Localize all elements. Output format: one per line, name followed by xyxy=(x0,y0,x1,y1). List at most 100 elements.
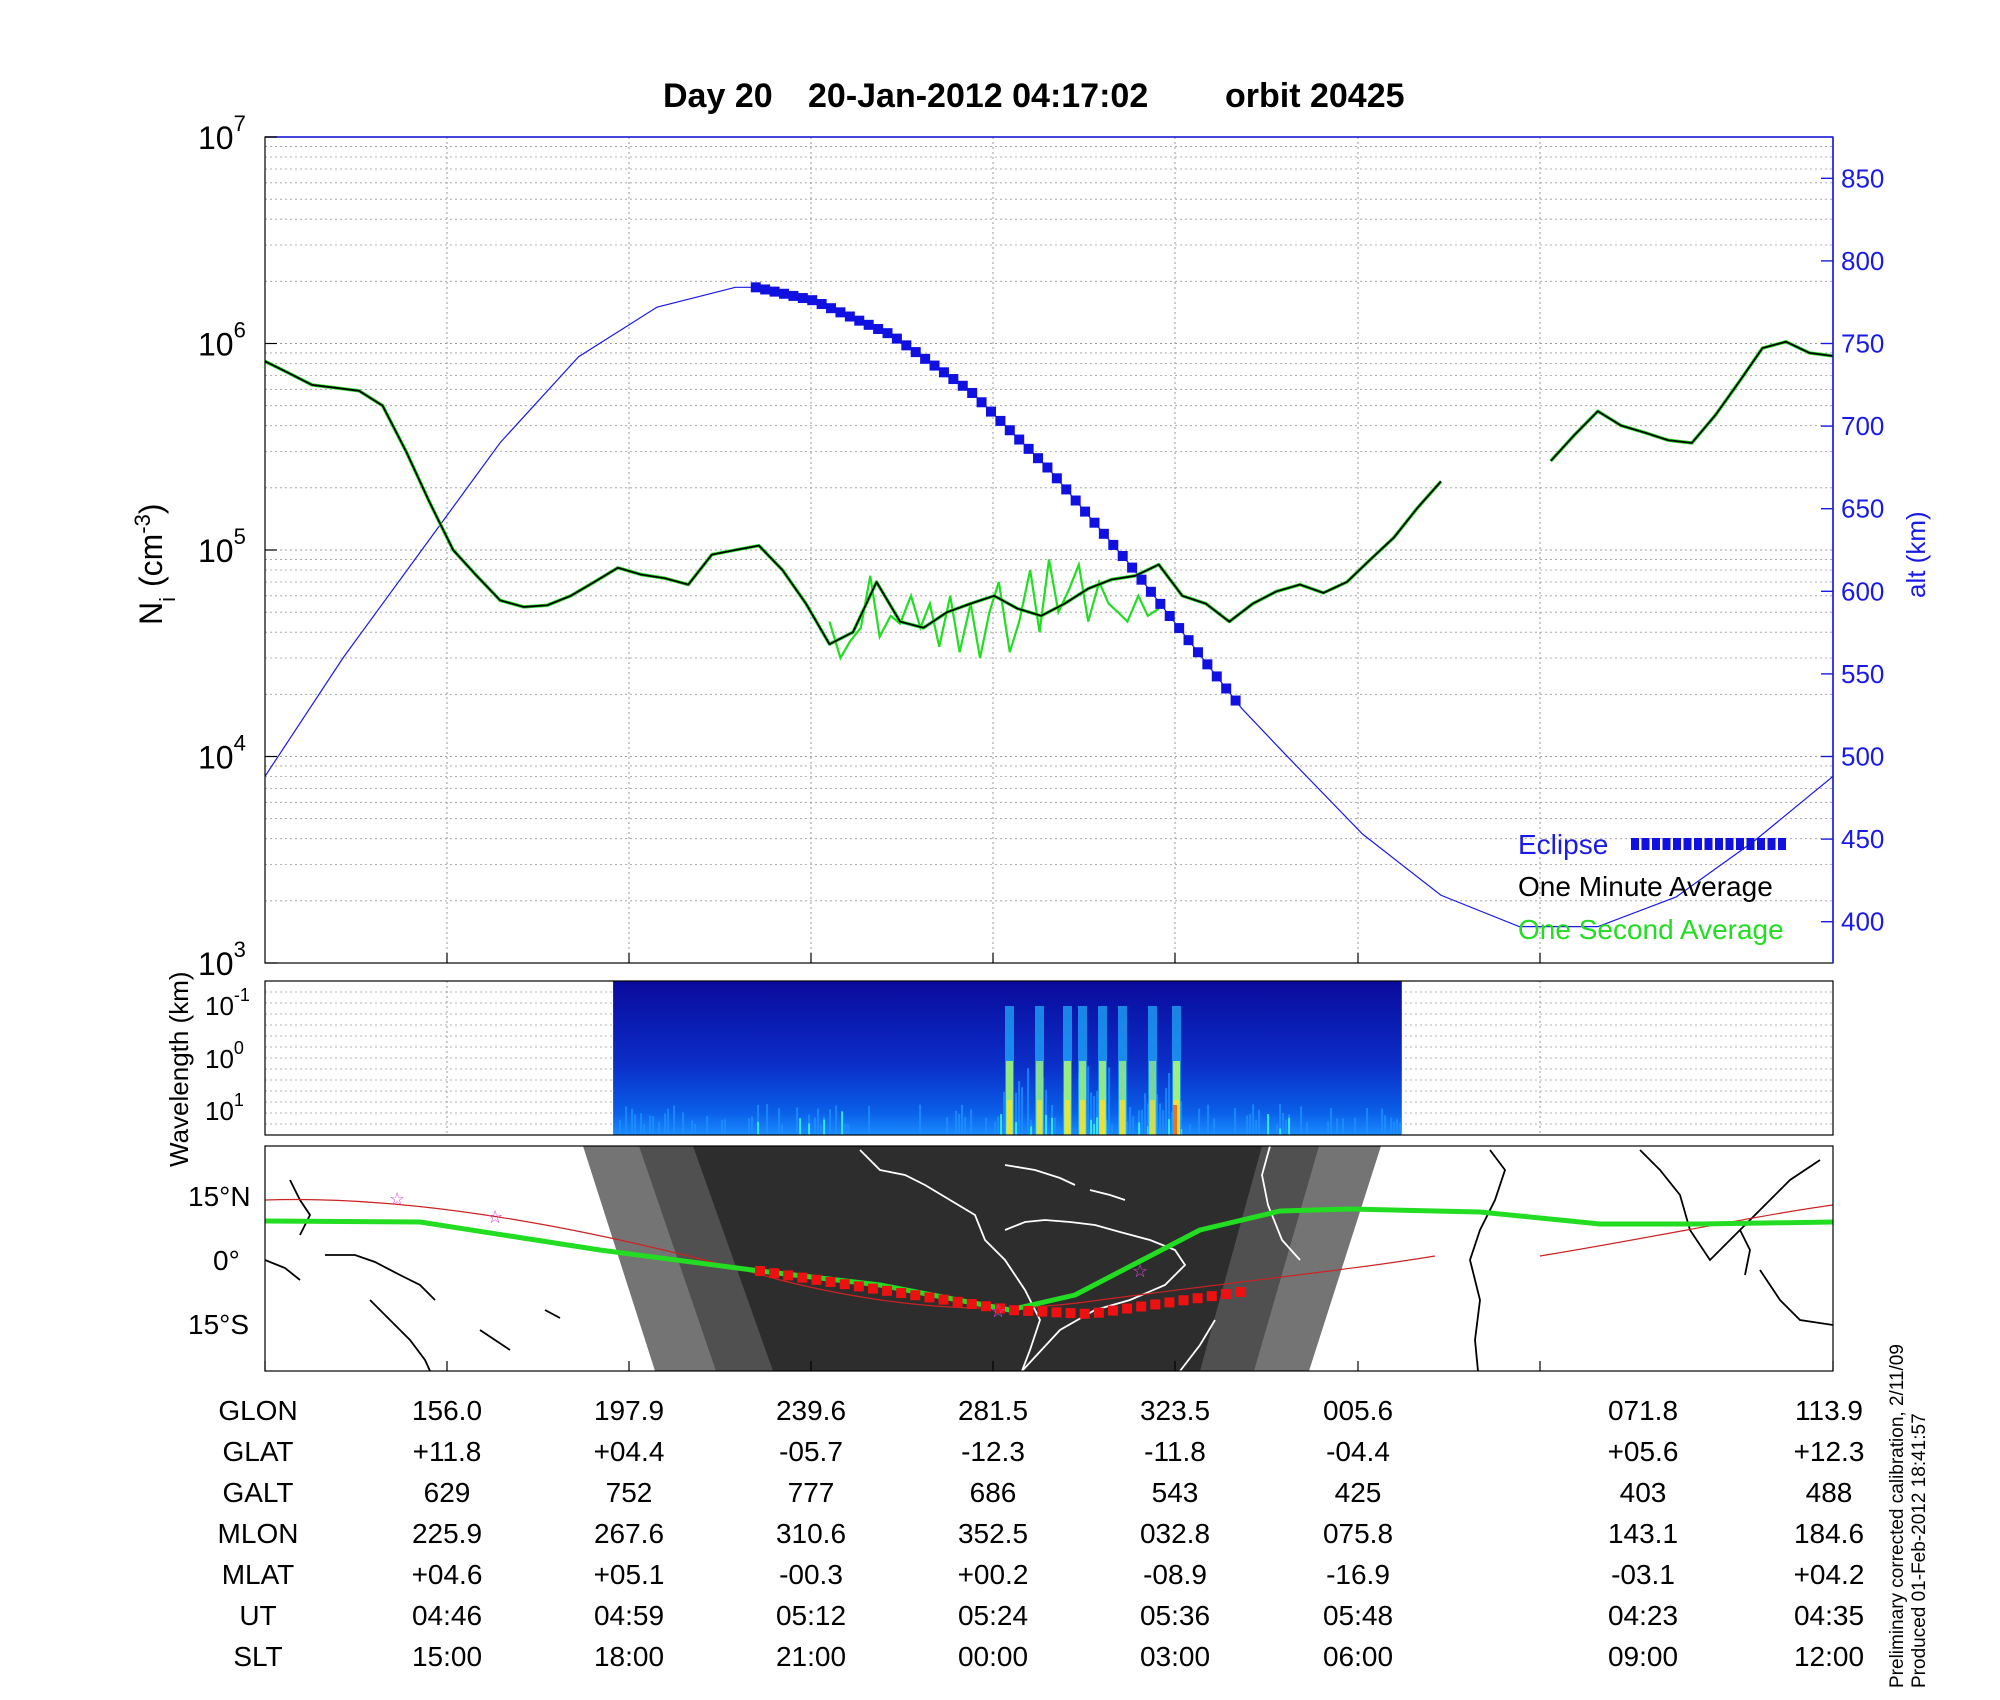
spectrogram-burst xyxy=(1037,1100,1042,1135)
spectrogram-streak xyxy=(808,1123,811,1135)
coastline xyxy=(859,1149,1041,1371)
eclipse-marker xyxy=(1117,551,1128,562)
ephemeris-cell: +04.6 xyxy=(412,1559,483,1590)
spectrogram-streak xyxy=(1018,1081,1021,1135)
spectrogram-streak xyxy=(1198,1108,1201,1135)
spectrogram-burst xyxy=(1079,1061,1086,1135)
ephemeris-row-label: UT xyxy=(239,1600,276,1631)
eclipse-marker xyxy=(816,299,827,310)
ephemeris-cell: -04.4 xyxy=(1326,1436,1390,1467)
eclipse-marker xyxy=(1004,425,1015,436)
eclipse-marker xyxy=(788,290,799,301)
eclipse-track-marker xyxy=(995,1303,1005,1314)
spectrogram-streak xyxy=(1090,1119,1093,1135)
altitude-tick-label: 750 xyxy=(1841,329,1884,359)
spectrogram-streak xyxy=(1144,1093,1147,1135)
calibration-note: Preliminary corrected calibration, 2/11/… xyxy=(1887,1344,1908,1688)
ephemeris-cell: 113.9 xyxy=(1795,1395,1863,1426)
coastline xyxy=(1739,1229,1751,1276)
eclipse-track-marker xyxy=(966,1299,977,1310)
eclipse-track-marker xyxy=(882,1285,893,1296)
eclipse-marker xyxy=(1061,484,1072,495)
eclipse-track-marker xyxy=(1037,1306,1048,1317)
field-line-marker-icon: ☆ xyxy=(487,1207,503,1227)
calibration-note-text: Preliminary corrected calibration, 2/11/… xyxy=(1887,1344,1908,1688)
eclipse-track-marker xyxy=(1192,1293,1203,1304)
eclipse-marker xyxy=(929,360,940,371)
eclipse-marker xyxy=(1202,659,1213,670)
eclipse-marker xyxy=(1108,539,1119,550)
spectrogram-streak xyxy=(1108,1067,1111,1135)
legend-eclipse-square xyxy=(1725,838,1734,850)
ephemeris-cell: 21:00 xyxy=(776,1641,846,1672)
spectrogram-streak xyxy=(640,1113,643,1135)
ephemeris-cell: 488 xyxy=(1806,1477,1853,1508)
ground-track: ☆ ☆ ☆ ☆ xyxy=(265,1189,1833,1321)
produced-note-text: Produced 01-Feb-2012 18:41:57 xyxy=(1909,1413,1930,1688)
eclipse-marker xyxy=(863,319,874,330)
ephemeris-cell: 04:46 xyxy=(412,1600,482,1631)
eclipse-track-marker xyxy=(1065,1308,1076,1319)
eclipse-track-marker xyxy=(867,1283,878,1294)
spectrogram-streak xyxy=(820,1124,823,1135)
legend-eclipse-square xyxy=(1652,838,1660,850)
eclipse-track-marker xyxy=(1150,1299,1161,1310)
legend-eclipse-marker xyxy=(1631,838,1786,850)
map-lat-label-15s: 15°S xyxy=(188,1309,249,1340)
eclipse-marker xyxy=(1127,562,1138,573)
map-x-ticks xyxy=(264,1361,1834,1371)
density-y-tick-label: 107 xyxy=(198,111,246,156)
density-ylabel-subscript: i xyxy=(155,597,180,602)
ephemeris-cell: 05:24 xyxy=(958,1600,1028,1631)
legend-eclipse-label: Eclipse xyxy=(1518,829,1608,860)
ephemeris-row-glon: GLON 156.0 197.9 239.6 281.5 323.5 005.6 071.8 1… xyxy=(218,1395,1863,1426)
spectrogram-streak xyxy=(682,1112,685,1135)
legend-second-average-label: One Second Average xyxy=(1518,914,1784,945)
ephemeris-row-mlat: MLAT +04.6 +05.1 -00.3 +00.2 -08.9 -16.9 -03.1 +… xyxy=(222,1559,1865,1590)
spectrogram-streak xyxy=(1180,1128,1183,1135)
altitude-tick-label: 650 xyxy=(1841,494,1884,524)
spectrogram-streak xyxy=(1393,1121,1396,1135)
eclipse-marker xyxy=(1014,434,1025,445)
eclipse-track-marker xyxy=(1093,1307,1104,1318)
eclipse-marker xyxy=(835,307,846,318)
legend-eclipse-square xyxy=(1673,838,1681,850)
coastline xyxy=(325,1254,436,1301)
spectrogram-streak xyxy=(1246,1115,1249,1135)
field-line-marker-icon: ☆ xyxy=(389,1189,405,1209)
eclipse-track-marker xyxy=(910,1290,921,1301)
ephemeris-cell: 04:23 xyxy=(1608,1600,1678,1631)
map-lat-label-15n: 15°N xyxy=(188,1181,251,1212)
coastline xyxy=(1639,1149,1821,1262)
spectrogram-streak xyxy=(1096,1117,1099,1135)
spectrogram-streak xyxy=(1336,1118,1339,1135)
spectrogram-streak xyxy=(868,1106,871,1135)
density-ylabel-units-close: ) xyxy=(133,503,169,514)
spectrogram-streak xyxy=(994,1121,997,1135)
spectrogram-streak xyxy=(1285,1119,1288,1135)
ephemeris-cell: 752 xyxy=(606,1477,653,1508)
legend-eclipse-square xyxy=(1757,838,1765,850)
legend-eclipse-square xyxy=(1662,838,1671,850)
ephemeris-row-galt: GALT 629 752 777 686 543 425 403 488 xyxy=(222,1477,1852,1508)
legend-eclipse-square xyxy=(1736,838,1744,850)
ephemeris-cell: 629 xyxy=(424,1477,471,1508)
spectrogram-streak xyxy=(1189,1124,1192,1135)
ephemeris-cell: 04:35 xyxy=(1794,1600,1864,1631)
spectrogram-streak xyxy=(1168,1073,1171,1135)
spectrogram-burst xyxy=(1065,1100,1070,1135)
spectrogram-streak xyxy=(748,1118,751,1135)
ephemeris-cell: -16.9 xyxy=(1326,1559,1390,1590)
ephemeris-cell: -03.1 xyxy=(1611,1559,1675,1590)
ephemeris-row-label: MLON xyxy=(218,1518,299,1549)
spectrogram-y-axis-label: Wavelength (km) xyxy=(164,971,194,1167)
spectrogram-streak xyxy=(1141,1109,1144,1135)
legend-eclipse-square xyxy=(1704,838,1713,850)
spectrogram-streak xyxy=(1396,1119,1399,1135)
spectrogram-streak xyxy=(694,1123,697,1135)
spectrogram-streak xyxy=(1129,1107,1132,1135)
ephemeris-cell: 032.8 xyxy=(1140,1518,1210,1549)
eclipse-marker xyxy=(779,288,790,299)
spectrogram-streak xyxy=(706,1115,709,1135)
map-frame xyxy=(264,1145,1834,1372)
